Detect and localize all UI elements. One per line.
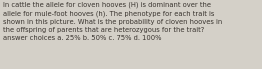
Text: In cattle the allele for cloven hooves (H) is dominant over the
allele for mule-: In cattle the allele for cloven hooves (… — [3, 1, 222, 41]
